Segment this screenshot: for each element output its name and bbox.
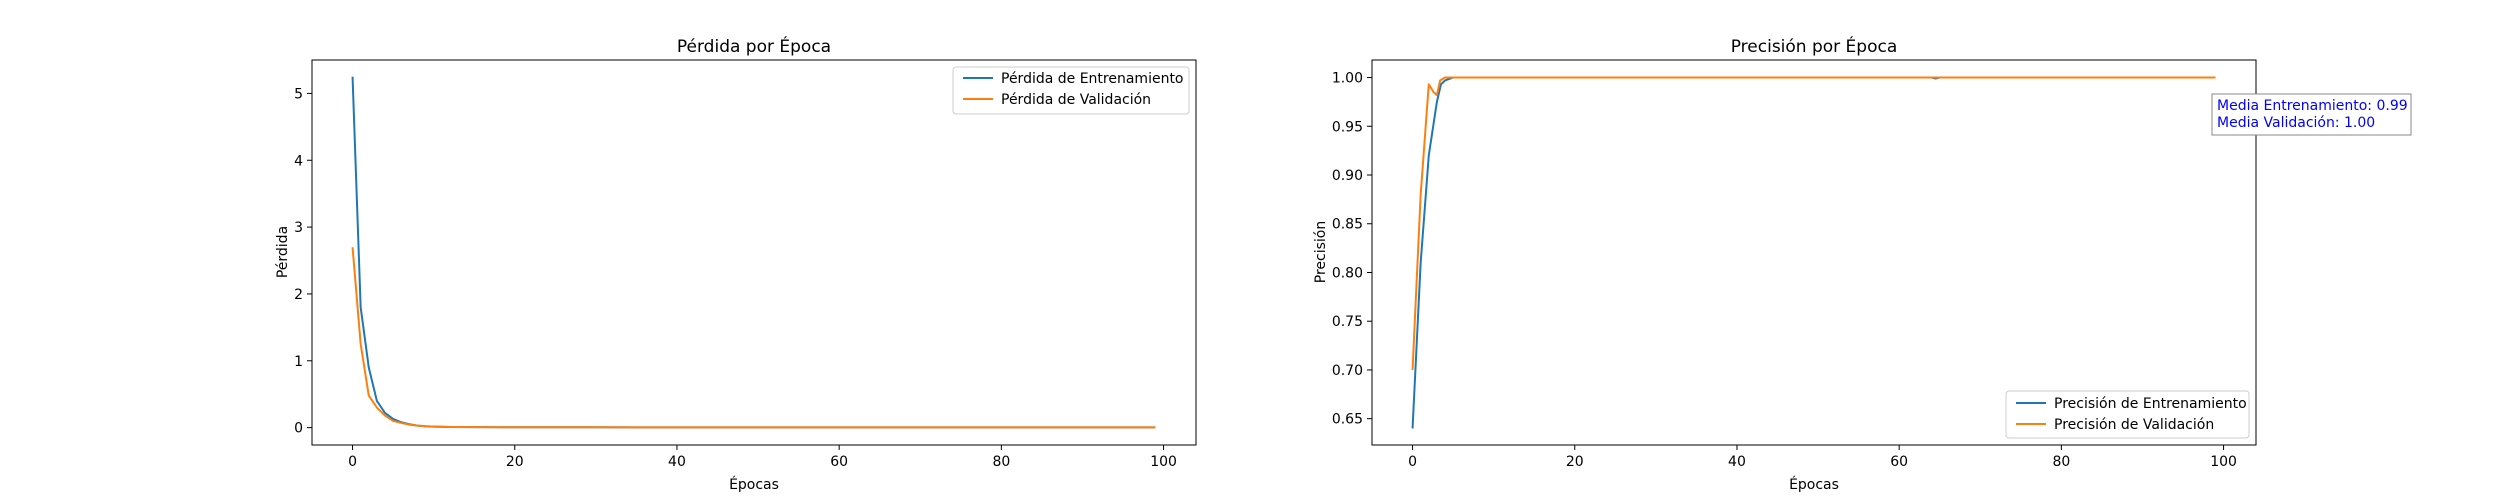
loss-y-tick-label-3: 3 bbox=[294, 220, 303, 236]
accuracy-x-tick-label-3: 60 bbox=[1890, 454, 1908, 470]
loss-legend: Pérdida de Entrenamiento Pérdida de Vali… bbox=[952, 66, 1190, 115]
loss-x-tick-label-2: 40 bbox=[668, 454, 686, 470]
accuracy-series-line-0 bbox=[1411, 76, 2216, 429]
loss-y-tick-label-5: 5 bbox=[294, 86, 303, 102]
accuracy-x-tick-label-2: 40 bbox=[1728, 454, 1746, 470]
loss-y-tick-label-1: 1 bbox=[294, 354, 303, 370]
accuracy-legend-train-label: Precisión de Entrenamiento bbox=[2054, 396, 2247, 412]
loss-x-axis-label: Épocas bbox=[729, 476, 779, 493]
accuracy-y-tick-label-0: 0.65 bbox=[1332, 412, 1363, 428]
accuracy-y-tick-label-3: 0.80 bbox=[1332, 265, 1363, 281]
loss-y-tick-label-4: 4 bbox=[294, 153, 303, 169]
accuracy-x-tick-label-0: 0 bbox=[1408, 454, 1417, 470]
loss-legend-val-label: Pérdida de Validación bbox=[1001, 92, 1151, 108]
loss-x-tick-label-1: 20 bbox=[506, 454, 524, 470]
loss-legend-train-label: Pérdida de Entrenamiento bbox=[1001, 71, 1184, 87]
accuracy-chart-title: Precisión por Época bbox=[1731, 35, 1898, 57]
accuracy-plot-area: 0 20 40 60 80 100 0.65 0.70 0.75 0.80 0.85 0.90 0.95… bbox=[1332, 71, 2237, 470]
accuracy-y-tick-label-5: 0.90 bbox=[1332, 168, 1363, 184]
accuracy-axes-frame bbox=[1371, 59, 2257, 446]
mean-annotation: Media Entrenamiento: 0.99 Media Validaci… bbox=[2211, 93, 2412, 136]
accuracy-x-tick-label-1: 20 bbox=[1566, 454, 1584, 470]
loss-axes-frame bbox=[311, 59, 1197, 446]
mean-val-annotation: Media Validación: 1.00 bbox=[2217, 115, 2375, 131]
loss-x-tick-label-0: 0 bbox=[348, 454, 357, 470]
mean-annotation-box bbox=[2211, 93, 2412, 136]
loss-chart-title: Pérdida por Época bbox=[677, 35, 831, 57]
loss-x-tick-label-3: 60 bbox=[830, 454, 848, 470]
loss-y-tick-label-2: 2 bbox=[294, 287, 303, 303]
loss-x-tick-label-4: 80 bbox=[992, 454, 1010, 470]
accuracy-y-tick-label-2: 0.75 bbox=[1332, 314, 1363, 330]
loss-series-line-1 bbox=[351, 247, 1156, 429]
accuracy-legend-box bbox=[2005, 390, 2250, 439]
accuracy-legend-val-label: Precisión de Validación bbox=[2054, 417, 2214, 433]
accuracy-series-line-1 bbox=[1411, 76, 2216, 370]
accuracy-y-axis-label: Precisión bbox=[1313, 221, 1329, 283]
accuracy-legend: Precisión de Entrenamiento Precisión de … bbox=[2005, 390, 2250, 439]
loss-chart: 0 20 40 60 80 100 0 1 2 3 4 5 Pérdida por Época Épo… bbox=[275, 35, 1197, 493]
mean-train-annotation: Media Entrenamiento: 0.99 bbox=[2217, 98, 2408, 114]
loss-x-tick-label-5: 100 bbox=[1150, 454, 1177, 470]
accuracy-y-tick-label-6: 0.95 bbox=[1332, 119, 1363, 135]
accuracy-chart: 0 20 40 60 80 100 0.65 0.70 0.75 0.80 0.85 0.90 0.95… bbox=[1313, 35, 2412, 493]
accuracy-x-axis-label: Épocas bbox=[1789, 476, 1839, 493]
loss-plot-area: 0 20 40 60 80 100 0 1 2 3 4 5 bbox=[294, 76, 1177, 470]
accuracy-x-tick-label-4: 80 bbox=[2052, 454, 2070, 470]
accuracy-y-tick-label-7: 1.00 bbox=[1332, 71, 1363, 87]
loss-legend-box bbox=[952, 66, 1190, 115]
accuracy-y-tick-label-1: 0.70 bbox=[1332, 363, 1363, 379]
loss-y-tick-label-0: 0 bbox=[294, 421, 303, 437]
loss-y-axis-label: Pérdida bbox=[275, 226, 291, 278]
accuracy-x-tick-label-5: 100 bbox=[2210, 454, 2237, 470]
loss-series-line-0 bbox=[351, 76, 1156, 429]
accuracy-y-tick-label-4: 0.85 bbox=[1332, 217, 1363, 233]
